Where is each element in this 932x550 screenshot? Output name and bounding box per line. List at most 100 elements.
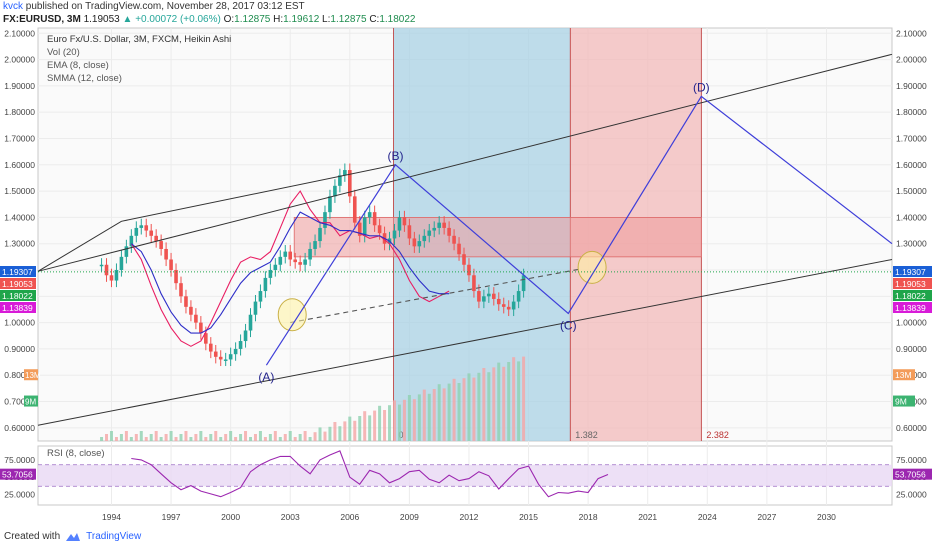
time-tick: 1997 xyxy=(162,512,181,522)
candle-body xyxy=(447,227,451,236)
left-price-tag-text: 1.13839 xyxy=(2,303,33,313)
left-rsi-tag-text: 53.7056 xyxy=(2,470,33,480)
volume-bar xyxy=(363,411,367,441)
left-price-tick: 1.40000 xyxy=(4,212,35,222)
candle-body xyxy=(199,322,203,334)
volume-bar xyxy=(313,432,317,441)
low-label: L: xyxy=(322,14,331,25)
volume-bar xyxy=(368,415,372,441)
candle-body xyxy=(397,217,402,231)
volume-bar xyxy=(139,431,143,441)
candle-body xyxy=(308,248,312,260)
candle-body xyxy=(119,256,124,271)
candle-body xyxy=(283,251,288,257)
right-rsi-tick: 25.0000 xyxy=(896,490,927,500)
candles xyxy=(99,163,526,367)
right-price-tag-text: 1.19307 xyxy=(895,267,926,277)
right-price-tick: 1.30000 xyxy=(896,239,927,249)
right-volume-tag xyxy=(893,369,915,381)
volume-bar xyxy=(239,434,243,441)
volume-bar xyxy=(129,437,133,441)
rsi-line xyxy=(131,450,609,498)
volume-bar xyxy=(303,431,307,441)
volume-bar xyxy=(427,393,431,441)
rsi-legend: RSI (8, close) xyxy=(47,448,105,459)
price-axes[interactable]: 2.10000 2.10000 2.00000 2.00000 1.90000 1.900… xyxy=(0,28,932,433)
candle-body xyxy=(169,259,173,271)
volume-bar xyxy=(263,437,267,441)
dashed-projection-line xyxy=(290,268,583,324)
candle-body xyxy=(124,246,129,257)
time-tick: 2012 xyxy=(460,512,479,522)
right-price-tick: 0.90000 xyxy=(896,344,927,354)
left-price-tick: 1.50000 xyxy=(4,186,35,196)
fib-label: 0 xyxy=(398,430,403,440)
candle-body xyxy=(204,333,208,344)
time-axis[interactable]: 1994 1997 2000 2003 2006 2009 2012 2015 2018 2021… xyxy=(102,512,836,522)
candle-body xyxy=(357,222,362,236)
candle-body xyxy=(318,227,322,242)
volume-bar xyxy=(333,422,337,441)
time-tick: 2006 xyxy=(340,512,359,522)
left-price-tag-text: 1.18022 xyxy=(2,291,33,301)
candle-body xyxy=(407,225,412,239)
candle-body xyxy=(511,301,516,310)
volume-bar xyxy=(253,434,257,441)
candle-body xyxy=(288,251,293,260)
right-price-tag-text: 1.13839 xyxy=(895,303,926,313)
left-rsi-tick: 75.0000 xyxy=(4,455,35,465)
right-price-tick: 1.70000 xyxy=(896,133,927,143)
time-tick: 1994 xyxy=(102,512,121,522)
legend-smma: SMMA (12, close) xyxy=(47,73,122,84)
rsi-pane: 75.000075.000050.000050.000025.000025.00… xyxy=(0,450,932,500)
legend-vol: Vol (20) xyxy=(47,47,80,58)
candle-body xyxy=(313,241,317,249)
candle-body xyxy=(362,217,367,236)
volume-bar xyxy=(328,426,332,441)
candle-body xyxy=(228,354,233,360)
volume-bar xyxy=(114,437,118,441)
pattern-label-a: (A) xyxy=(258,370,274,384)
candle-body xyxy=(273,264,278,271)
candle-body xyxy=(427,230,432,236)
candle-body xyxy=(223,359,228,361)
volume-bar xyxy=(432,389,436,441)
candle-body xyxy=(293,259,297,263)
candle-body xyxy=(179,283,183,297)
volume-bar xyxy=(214,431,218,441)
resistance-rectangle xyxy=(293,217,702,258)
time-tick: 2018 xyxy=(579,512,598,522)
volume-bar xyxy=(517,361,521,441)
right-price-tag xyxy=(893,290,932,301)
drawings[interactable]: (A) (B) (C) (D) xyxy=(37,53,893,426)
volume-bar xyxy=(412,399,416,441)
volume-bar xyxy=(219,437,223,441)
tradingview-link[interactable]: TradingView xyxy=(86,531,142,542)
right-rsi-tag xyxy=(893,468,932,480)
candle-body xyxy=(496,298,501,305)
volume-bar xyxy=(100,437,104,441)
author-link[interactable]: kvck xyxy=(3,1,23,12)
right-price-tick: 2.10000 xyxy=(896,28,927,38)
left-price-tick: 2.00000 xyxy=(4,55,35,65)
volume-bar xyxy=(105,434,109,441)
candle-body xyxy=(243,330,248,342)
left-volume-tag xyxy=(24,395,38,407)
price-change: +0.00072 (+0.06%) xyxy=(135,14,221,25)
volume-bar xyxy=(159,437,163,441)
volume-bar xyxy=(338,426,342,441)
right-volume-tag xyxy=(893,395,915,407)
left-price-tick: 0.60000 xyxy=(4,423,35,433)
volume-bar xyxy=(189,437,193,441)
volume-bar xyxy=(442,388,446,441)
candle-body xyxy=(184,296,188,307)
volume-bar xyxy=(249,437,253,441)
volume-bar xyxy=(119,434,123,441)
legend-title: Euro Fx/U.S. Dollar, 3M, FXCM, Heikin As… xyxy=(47,34,231,45)
right-price-tag-text: 1.19053 xyxy=(895,279,926,289)
rsi-band xyxy=(38,464,892,487)
symbol-line: FX:EURUSD, 3M 1.19053 ▲ +0.00072 (+0.06%… xyxy=(3,14,415,25)
volume-bar xyxy=(169,431,173,441)
right-price-tick: 1.60000 xyxy=(896,160,927,170)
